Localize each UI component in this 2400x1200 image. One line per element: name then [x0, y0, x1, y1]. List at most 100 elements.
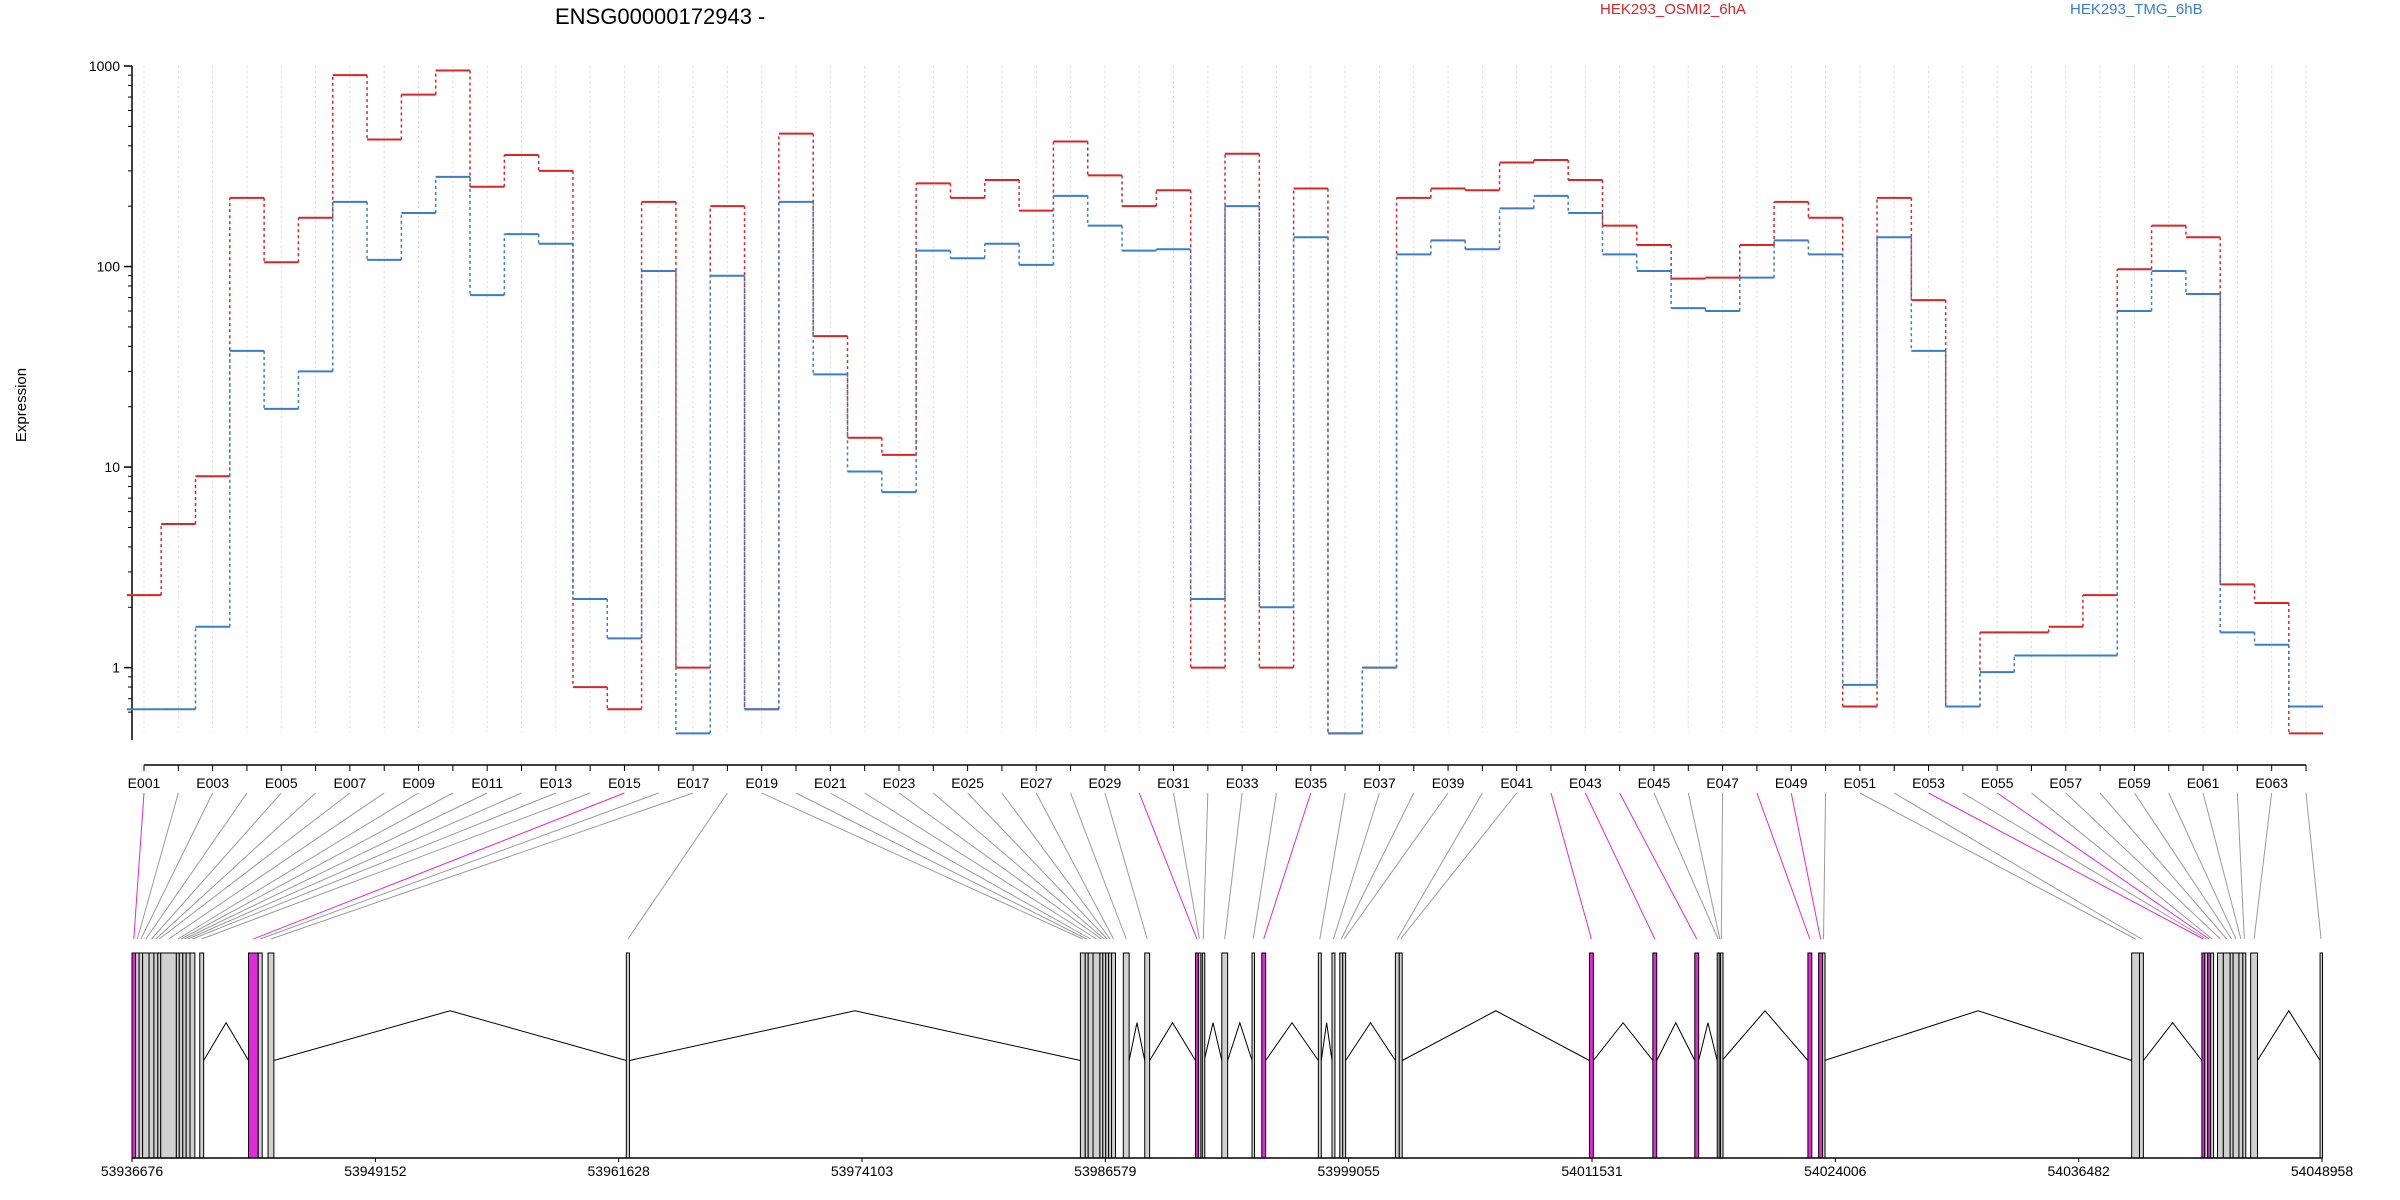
exon-block [131, 952, 137, 1159]
exon-block [178, 952, 184, 1159]
exon-block [1079, 952, 1086, 1159]
exon-connector [1400, 792, 1518, 940]
genomic-tick-label: 53986579 [1074, 1163, 1137, 1179]
exon-connector [2253, 792, 2273, 940]
exon-block [1331, 952, 1336, 1159]
exon-connector [253, 792, 625, 940]
exon-tick-label: E041 [1500, 775, 1533, 791]
exon-tick-label: E029 [1089, 775, 1122, 791]
exon-block [2138, 952, 2144, 1159]
exon-connector [1823, 792, 1827, 940]
exon-gridlines [143, 66, 2307, 732]
exon-block [1261, 952, 1267, 1159]
exon-block [2210, 952, 2215, 1159]
exon-connector [192, 792, 556, 940]
exon-block [257, 952, 263, 1159]
exon-connector [1962, 792, 2207, 940]
exon-block [142, 952, 150, 1159]
exon-connector [136, 792, 179, 940]
y-axis: 1 10 100 1000 [89, 58, 133, 740]
genomic-tick-label: 53936676 [101, 1163, 164, 1179]
exon-connector [1319, 792, 1346, 940]
intron-line [2257, 1009, 2321, 1061]
exon-connector [2065, 792, 2221, 940]
exon-block [2222, 952, 2231, 1159]
exon-tick-label: E007 [334, 775, 367, 791]
genomic-tick-label: 54036482 [2048, 1163, 2111, 1179]
intron-line [1656, 1021, 1696, 1061]
exon-connector [155, 792, 316, 940]
exon-connector [898, 792, 1102, 940]
exon-connector [1756, 792, 1811, 940]
exon-block [1122, 952, 1130, 1159]
exon-tick-label: E063 [2255, 775, 2288, 791]
exon-block [153, 952, 159, 1159]
exon-connector [1252, 792, 1277, 940]
exon-connector [140, 792, 214, 940]
exon-tick-label: E057 [2049, 775, 2082, 791]
exon-tick-label: E003 [196, 775, 229, 791]
chart-title: ENSG00000172943 - [555, 4, 765, 29]
exon-tick-label: E049 [1775, 775, 1808, 791]
exon-connector [1332, 792, 1380, 940]
intron-line [273, 1010, 627, 1061]
exon-connector [1035, 792, 1114, 940]
exon-connector [1619, 792, 1698, 940]
exon-block [1201, 952, 1206, 1159]
exon-block [1092, 952, 1101, 1159]
exon-tick-label: E009 [402, 775, 435, 791]
exon-block [1394, 952, 1400, 1159]
intron-line [1128, 1022, 1146, 1061]
exon-block [1588, 952, 1594, 1159]
exon-block [138, 952, 144, 1159]
genomic-tick-label: 53961628 [588, 1163, 651, 1179]
exon-block [1111, 952, 1116, 1159]
exon-connector [168, 792, 385, 940]
intron-line [1203, 1022, 1223, 1061]
exon-connector [2305, 792, 2322, 940]
exon-connector [2031, 792, 2213, 940]
exon-connector [1720, 792, 1724, 940]
exon-block [1342, 952, 1347, 1159]
exon-block [1822, 952, 1826, 1159]
exon-connector [1928, 792, 2204, 940]
exon-block [1818, 952, 1824, 1159]
exon-block [135, 952, 140, 1159]
exon-block [2238, 952, 2244, 1159]
exon-block [267, 952, 275, 1159]
exon-connector [1343, 792, 1449, 940]
exon-tick-label: E011 [471, 775, 503, 791]
exon-block [625, 952, 630, 1159]
exon-tick-label: E055 [1981, 775, 2014, 791]
exon-block [199, 952, 205, 1159]
exon-connectors [133, 792, 2322, 940]
exon-connector [1104, 792, 1148, 940]
exon-block [1807, 952, 1813, 1159]
exon-block [160, 952, 177, 1159]
exon-connector [2168, 792, 2237, 940]
intron-line [1401, 1010, 1590, 1061]
exon-tick-label: E013 [539, 775, 572, 791]
exon-tick-label: E021 [814, 775, 847, 791]
exon-connector [1340, 792, 1415, 940]
intron-line [1345, 1021, 1396, 1061]
intron-line [203, 1021, 249, 1061]
exon-connector [133, 792, 145, 940]
exon-connector [932, 792, 1105, 940]
exon-tick-label: E047 [1706, 775, 1739, 791]
exon-block [189, 952, 196, 1159]
exon-tick-label: E051 [1844, 775, 1877, 791]
exon-tick-label: E037 [1363, 775, 1396, 791]
exon-connector [151, 792, 282, 940]
exon-connector [145, 792, 248, 940]
exon-block [2232, 952, 2240, 1159]
genomic-tick-label: 54024006 [1804, 1163, 1867, 1179]
exon-axis: E001 E003 E005 E007 E009 E011 E013 E015 E017 E019… [128, 764, 2307, 791]
exon-connector [2099, 792, 2228, 940]
exon-block [185, 952, 191, 1159]
exon-connector [1893, 792, 2142, 940]
exon-tick-label: E039 [1432, 775, 1465, 791]
exon-connector [1396, 792, 1483, 940]
exon-connector [260, 792, 659, 940]
exon-connector [184, 792, 488, 940]
